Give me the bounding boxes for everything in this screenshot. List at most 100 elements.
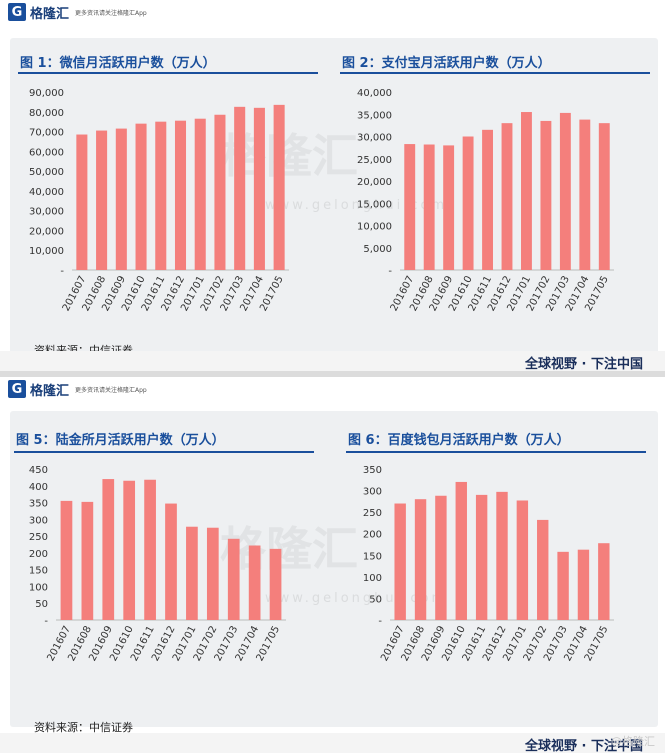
y-tick-label: 70,000 bbox=[29, 128, 64, 139]
bar bbox=[194, 118, 206, 270]
y-tick-label: - bbox=[60, 266, 64, 277]
y-tick-label: 200 bbox=[363, 530, 382, 541]
logo-text: 格隆汇 bbox=[30, 6, 70, 22]
watermark: 格隆汇 bbox=[220, 522, 358, 576]
bar bbox=[557, 551, 569, 620]
top-panel: G 格隆汇 更多资讯请关注格隆汇App 图 1：微信月活跃用户数（万人） 图 2… bbox=[0, 0, 665, 372]
source-note: 资料来源：中信证券 bbox=[34, 721, 133, 734]
y-tick-label: 50 bbox=[369, 594, 382, 605]
header: G 格隆汇 更多资讯请关注格隆汇App bbox=[0, 377, 665, 401]
bar bbox=[423, 144, 435, 270]
bar bbox=[135, 123, 147, 271]
title-underline bbox=[18, 72, 318, 74]
chart-baidu-wallet-mau: -501001502002503003502016072016082016092… bbox=[363, 465, 614, 663]
chart-title-5: 图 5：陆金所月活跃用户数（万人） bbox=[16, 433, 225, 448]
bar bbox=[540, 120, 552, 270]
y-tick-label: 10,000 bbox=[29, 246, 64, 257]
bar bbox=[559, 112, 571, 270]
y-tick-label: 60,000 bbox=[29, 147, 64, 158]
slogan: 全球视野 · 下注中国 bbox=[525, 739, 643, 754]
y-tick-label: 25,000 bbox=[357, 155, 392, 166]
y-tick-label: - bbox=[388, 266, 392, 277]
watermark-url: www.gelonghui.com bbox=[265, 198, 448, 213]
chart-title-6: 图 6：百度钱包月活跃用户数（万人） bbox=[348, 433, 570, 448]
y-tick-label: 5,000 bbox=[363, 244, 392, 255]
logo-text: 格隆汇 bbox=[30, 383, 70, 399]
divider bbox=[0, 371, 665, 377]
logo-icon: G bbox=[8, 380, 26, 398]
footer-bar: 全球视野 · 下注中国 bbox=[0, 733, 665, 754]
y-tick-label: 450 bbox=[29, 465, 48, 476]
y-tick-label: 300 bbox=[29, 515, 48, 526]
chart-card: 图 5：陆金所月活跃用户数（万人） 图 6：百度钱包月活跃用户数（万人） 格隆汇… bbox=[10, 411, 658, 734]
y-tick-label: 20,000 bbox=[357, 177, 392, 188]
bar bbox=[269, 548, 282, 620]
title-underline bbox=[346, 451, 646, 453]
bottom-panel: G 格隆汇 更多资讯请关注格隆汇App 图 5：陆金所月活跃用户数（万人） 图 … bbox=[0, 377, 665, 754]
logo-icon: G bbox=[8, 3, 26, 21]
bar bbox=[165, 503, 177, 620]
bar bbox=[435, 495, 447, 620]
y-tick-label: - bbox=[378, 616, 382, 627]
y-tick-label: 35,000 bbox=[357, 110, 392, 121]
y-tick-label: 40,000 bbox=[357, 88, 392, 99]
footer-bar: 全球视野 · 下注中国 bbox=[0, 351, 665, 372]
bar bbox=[521, 112, 532, 271]
y-tick-label: 15,000 bbox=[357, 199, 392, 210]
bar bbox=[155, 121, 167, 271]
bar bbox=[174, 120, 187, 270]
bar bbox=[123, 480, 136, 620]
y-tick-label: 10,000 bbox=[357, 222, 392, 233]
bar bbox=[579, 119, 591, 270]
y-tick-label: 50 bbox=[35, 599, 48, 610]
slogan: 全球视野 · 下注中国 bbox=[525, 357, 643, 372]
y-tick-label: 350 bbox=[363, 465, 382, 476]
chart-lufax-mau: -501001502002503003504004502016072016082… bbox=[29, 465, 286, 663]
title-underline bbox=[340, 72, 650, 74]
bar bbox=[234, 106, 246, 270]
chart-title-1: 图 1：微信月活跃用户数（万人） bbox=[20, 56, 216, 71]
bar bbox=[598, 543, 610, 620]
bar bbox=[186, 526, 198, 620]
y-tick-label: 150 bbox=[363, 551, 382, 562]
bar bbox=[443, 145, 455, 270]
bar bbox=[404, 144, 416, 270]
y-tick-label: 250 bbox=[29, 532, 48, 543]
bar bbox=[60, 500, 73, 620]
y-tick-label: 30,000 bbox=[357, 133, 392, 144]
bar bbox=[248, 545, 261, 620]
y-tick-label: 50,000 bbox=[29, 167, 64, 178]
bar bbox=[516, 500, 529, 620]
y-tick-label: 400 bbox=[29, 482, 48, 493]
bar bbox=[76, 134, 88, 270]
bar bbox=[81, 501, 94, 620]
y-tick-label: 40,000 bbox=[29, 187, 64, 198]
chart-alipay-mau: - 5,000 10,000 15,000 20,000 25,000 30,000 35,0… bbox=[357, 88, 614, 313]
bar bbox=[253, 107, 265, 270]
bar bbox=[496, 491, 508, 620]
tagline: 更多资讯请关注格隆汇App bbox=[75, 386, 147, 394]
y-tick-label: 350 bbox=[29, 499, 48, 510]
chart-wechat-mau: - 10,000 20,000 30,000 40,000 50,000 60,000 70,… bbox=[29, 88, 289, 313]
bar bbox=[102, 479, 115, 620]
bar bbox=[501, 123, 513, 271]
y-tick-label: 200 bbox=[29, 549, 48, 560]
y-tick-label: 20,000 bbox=[29, 226, 64, 237]
header: G 格隆汇 更多资讯请关注格隆汇App bbox=[0, 0, 665, 24]
corner-watermark: @格隆汇 bbox=[611, 735, 655, 748]
chart-title-2: 图 2：支付宝月活跃用户数（万人） bbox=[342, 56, 551, 71]
bar bbox=[455, 481, 467, 620]
y-tick-label: 90,000 bbox=[29, 88, 64, 99]
y-tick-label: 30,000 bbox=[29, 207, 64, 218]
bar bbox=[214, 114, 226, 270]
bar bbox=[144, 479, 156, 620]
bar bbox=[96, 130, 108, 270]
y-tick-label: - bbox=[44, 616, 48, 627]
bar bbox=[414, 499, 427, 620]
y-tick-label: 80,000 bbox=[29, 108, 64, 119]
y-tick-label: 150 bbox=[29, 566, 48, 577]
bar bbox=[115, 128, 127, 270]
bar bbox=[482, 129, 493, 270]
bar bbox=[475, 494, 488, 620]
y-tick-label: 250 bbox=[363, 508, 382, 519]
